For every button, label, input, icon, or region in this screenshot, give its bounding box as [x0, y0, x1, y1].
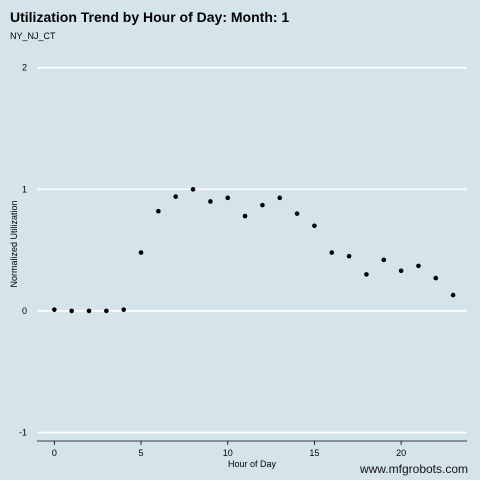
data-point	[294, 211, 300, 216]
data-point	[121, 307, 126, 312]
x-tick-label: 5	[139, 448, 144, 458]
data-point	[260, 202, 265, 208]
data-point	[329, 250, 335, 255]
data-point	[346, 253, 352, 259]
chart-title: Utilization Trend by Hour of Day: Month:…	[10, 9, 289, 25]
data-point	[225, 195, 231, 201]
gridlines	[37, 66, 467, 434]
data-points	[52, 187, 456, 314]
data-point	[416, 263, 421, 269]
x-tick-label: 10	[223, 448, 233, 458]
data-point	[156, 208, 161, 214]
data-point	[138, 250, 144, 255]
data-point	[52, 307, 57, 312]
chart-subtitle: NY_NJ_CT	[10, 31, 56, 41]
data-point	[450, 292, 456, 298]
data-point	[190, 187, 196, 192]
data-point	[104, 308, 109, 314]
data-point	[242, 213, 248, 219]
y-tick-label: 0	[22, 306, 27, 316]
data-point	[277, 195, 283, 201]
x-tick-label: 15	[309, 448, 319, 458]
data-point	[173, 194, 179, 199]
data-point	[86, 308, 92, 314]
y-axis: -1 0 1 2	[19, 63, 27, 438]
data-point	[208, 199, 213, 204]
y-tick-label: 2	[22, 63, 27, 73]
x-axis-title: Hour of Day	[228, 459, 277, 469]
x-axis: 0 5 10 15 20	[37, 440, 467, 458]
data-point	[69, 308, 74, 314]
y-axis-title: Normalized Utilization	[9, 200, 19, 287]
x-tick-label: 0	[52, 448, 57, 458]
data-point	[364, 272, 369, 277]
x-tick-label: 20	[396, 448, 406, 458]
y-tick-label: -1	[19, 427, 27, 437]
data-point	[381, 257, 387, 263]
data-point	[433, 275, 439, 281]
y-tick-label: 1	[22, 184, 27, 194]
data-point	[398, 268, 404, 274]
watermark-text: www.mfgrobots.com	[359, 462, 468, 476]
data-point	[312, 223, 317, 229]
